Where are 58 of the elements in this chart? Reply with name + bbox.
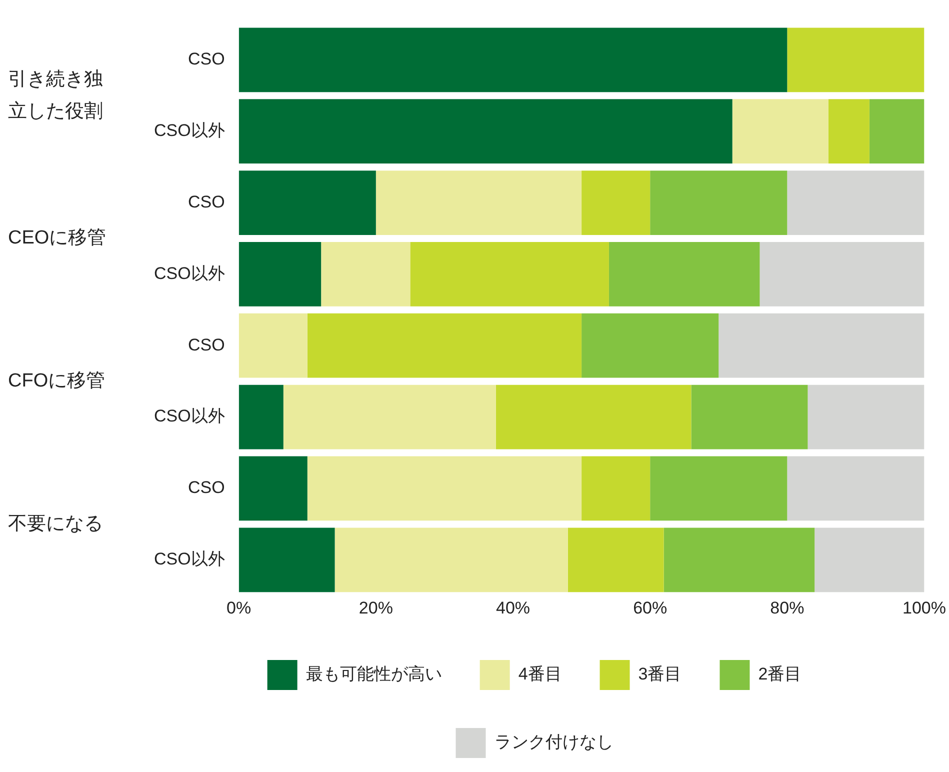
bar <box>238 456 308 521</box>
x-tick-label: 60% <box>633 598 668 618</box>
bar <box>238 313 308 378</box>
y-tick-label: CSO以外 <box>154 264 225 283</box>
bar <box>650 456 788 521</box>
bar <box>718 313 924 378</box>
text: CEOに移管 <box>8 228 106 249</box>
bar <box>582 456 650 521</box>
bar <box>787 28 924 92</box>
y-tick-label: CSO以外 <box>154 121 225 140</box>
text: CFOに移管 <box>8 370 106 392</box>
bar <box>283 384 496 450</box>
bar <box>650 170 788 235</box>
legend-label: 最も可能性が高い <box>306 664 442 684</box>
y-tick-label: CSO以外 <box>154 550 225 569</box>
bar <box>760 242 924 306</box>
x-tick-label: 0% <box>226 598 252 618</box>
y-tick-label: CSO <box>188 192 225 212</box>
bar <box>376 170 582 235</box>
y-tick-label: CSO <box>188 478 225 498</box>
bar <box>410 242 609 306</box>
bar <box>334 528 568 592</box>
bar <box>238 170 376 235</box>
text: 不要になる <box>8 513 103 534</box>
legend-label: 2番目 <box>758 664 802 684</box>
legend-label: 4番目 <box>518 664 562 684</box>
bar <box>664 528 815 592</box>
bar <box>814 528 924 592</box>
bar <box>307 313 582 378</box>
bar <box>238 242 322 306</box>
legend-label: ランク付けなし <box>494 732 614 752</box>
bar <box>238 528 335 592</box>
bar <box>238 384 284 450</box>
x-tick-label: 100% <box>902 598 946 618</box>
bar <box>787 170 924 235</box>
bar <box>732 99 828 164</box>
bar <box>568 528 664 592</box>
x-tick-label: 80% <box>770 598 804 618</box>
bar <box>808 384 924 450</box>
y-tick-label: CSO <box>188 335 225 354</box>
x-tick-label: 20% <box>358 598 393 618</box>
y-tick-label: CSO <box>188 50 225 69</box>
bar <box>582 170 650 235</box>
bar <box>496 384 692 450</box>
bar <box>307 456 582 521</box>
bar <box>582 313 719 378</box>
bar <box>787 456 924 521</box>
bar <box>691 384 808 450</box>
bar <box>869 99 924 164</box>
bar <box>238 99 732 164</box>
y-tick-label: CSO以外 <box>154 406 225 426</box>
bar <box>321 242 410 306</box>
bar <box>238 28 788 92</box>
bar <box>608 242 760 306</box>
x-tick-label: 40% <box>496 598 530 618</box>
bar <box>828 99 870 164</box>
text: 引き続き独立した役割 <box>8 68 103 122</box>
legend-label: 3番目 <box>638 664 682 684</box>
